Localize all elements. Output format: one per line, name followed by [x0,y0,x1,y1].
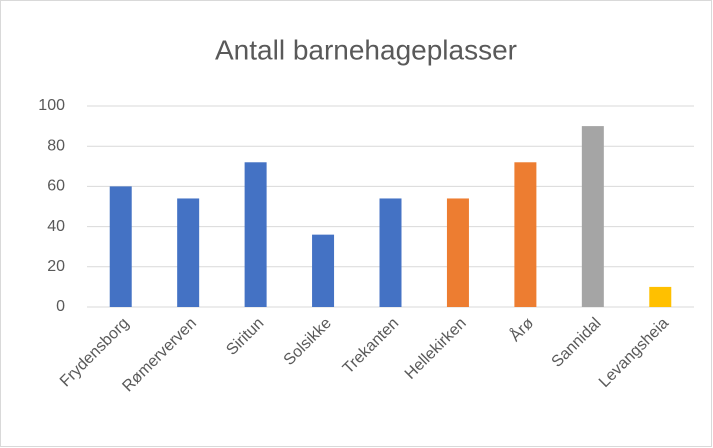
y-tick-label: 40 [47,218,65,235]
y-tick-label: 60 [47,178,65,195]
y-tick-label: 80 [47,137,65,154]
bar [312,234,335,307]
bar [446,198,469,307]
y-tick-label: 100 [38,97,65,114]
bar [379,198,402,307]
bar [244,162,267,307]
bar [581,126,604,307]
y-tick-label: 0 [56,298,65,315]
bar [514,162,537,307]
bar [649,286,672,307]
chart-title: Antall barnehageplasser [215,34,517,65]
bar [177,198,200,307]
y-tick-label: 20 [47,258,65,275]
bar [109,186,132,307]
